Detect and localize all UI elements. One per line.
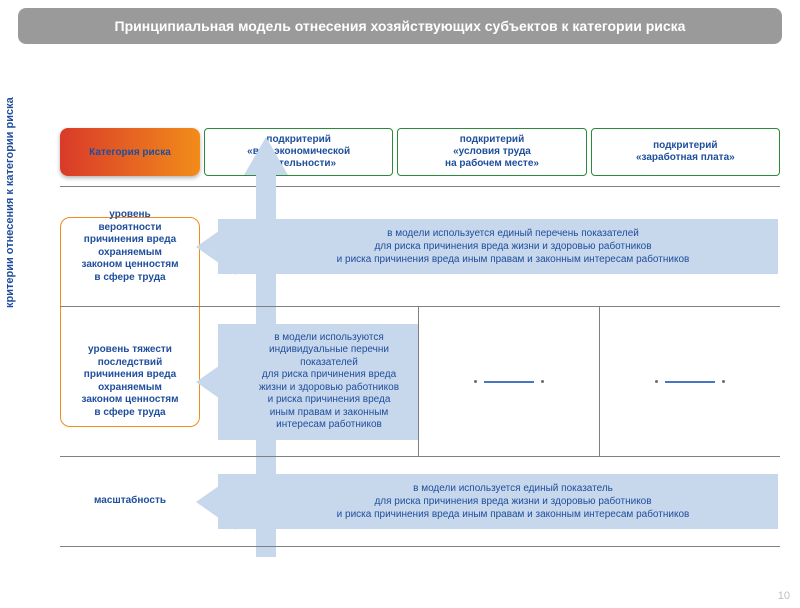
banner-row3: в модели используется единый показательд… [218,474,778,529]
criterion-probability: уровеньвероятностипричинения вредаохраня… [81,209,178,284]
dash-placeholder [665,381,715,383]
banner-row2: в модели используютсяиндивидуальные пере… [218,324,418,440]
criterion-scale: масштабность [94,495,166,508]
subcriterion-3: подкритерий«заработная плата» [591,128,780,176]
banner-row1: в модели используется единый перечень по… [218,219,778,274]
model-grid: Категория риска подкритерий«вид экономич… [60,128,780,547]
criterion-severity: уровень тяжестипоследствийпричинения вре… [81,344,178,419]
subcriterion-2: подкритерий«условия трудана рабочем мест… [397,128,586,176]
side-axis-label: критерии отнесения к категории риска [4,97,16,308]
header-row: Категория риска подкритерий«вид экономич… [60,128,780,176]
table-row: уровеньвероятностипричинения вредаохраня… [60,187,780,307]
page-title: Принципиальная модель отнесения хозяйств… [18,8,782,44]
risk-category-badge: Категория риска [60,128,200,176]
subcriterion-1: подкритерий«вид экономическойдеятельност… [204,128,393,176]
table-row: уровень тяжестипоследствийпричинения вре… [60,307,780,457]
table-body: уровеньвероятностипричинения вредаохраня… [60,186,780,547]
page-number: 10 [778,590,790,602]
dash-placeholder [484,381,534,383]
table-row: масштабность в модели используется едины… [60,457,780,547]
